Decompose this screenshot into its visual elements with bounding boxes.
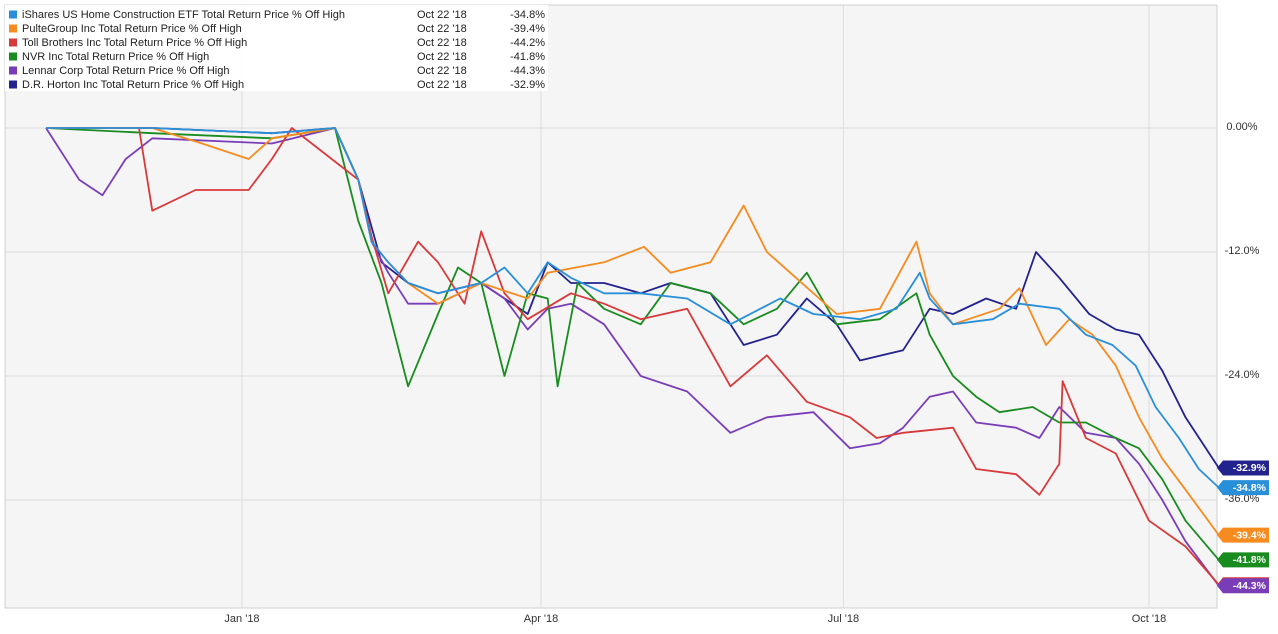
legend-swatch (9, 24, 17, 33)
end-label-tag (1217, 552, 1269, 568)
legend-swatch (9, 38, 17, 47)
legend-value: -34.8% (510, 9, 545, 21)
y-tick-label: 0.00% (1226, 121, 1257, 133)
legend-label: D.R. Horton Inc Total Return Price % Off… (22, 79, 244, 91)
y-tick-label: -24.0% (1225, 369, 1260, 381)
legend-label: PulteGroup Inc Total Return Price % Off … (22, 23, 242, 35)
end-label-value: -41.8% (1233, 554, 1267, 566)
legend-date: Oct 22 '18 (417, 23, 467, 35)
legend-label: iShares US Home Construction ETF Total R… (22, 9, 345, 21)
legend-value: -44.3% (510, 65, 545, 77)
y-axis: 0.00% -12.0% -24.0% -36.0% (1225, 121, 1260, 505)
end-label-tag (1217, 460, 1269, 476)
legend-value: -32.9% (510, 79, 545, 91)
x-axis: Jan '18 Apr '18 Jul '18 Oct '18 (224, 613, 1166, 625)
x-tick-label: Apr '18 (524, 613, 559, 625)
legend-label: NVR Inc Total Return Price % Off High (22, 51, 209, 63)
plot-border (4, 4, 1218, 609)
legend-date: Oct 22 '18 (417, 9, 467, 21)
series-line (45, 127, 1220, 561)
legend: iShares US Home Construction ETF Total R… (5, 5, 548, 91)
legend-date: Oct 22 '18 (417, 65, 467, 77)
grid-layer (5, 5, 1217, 608)
legend-value: -44.2% (510, 37, 545, 49)
x-tick-label: Oct '18 (1132, 613, 1167, 625)
end-labels: -34.8%-39.4%-44.2%-41.8%-44.3%-32.9% (1217, 460, 1269, 594)
end-label-tag (1217, 480, 1269, 496)
legend-swatch (9, 80, 17, 89)
end-label-value: -34.8% (1233, 482, 1267, 494)
end-label-tag (1217, 527, 1269, 543)
legend-label: Lennar Corp Total Return Price % Off Hig… (22, 65, 229, 77)
x-tick-label: Jan '18 (224, 613, 259, 625)
series-line (46, 127, 1220, 586)
series-line (46, 127, 1220, 489)
legend-swatch (9, 52, 17, 61)
end-label-value: -39.4% (1233, 529, 1267, 541)
legend-date: Oct 22 '18 (417, 79, 467, 91)
end-label-tag (1217, 578, 1269, 594)
legend-date: Oct 22 '18 (417, 37, 467, 49)
legend-date: Oct 22 '18 (417, 51, 467, 63)
legend-swatch (9, 66, 17, 75)
legend-swatch (9, 10, 17, 19)
series-line (46, 127, 1220, 469)
end-label-value: -44.3% (1233, 580, 1267, 592)
legend-value: -41.8% (510, 51, 545, 63)
legend-background (5, 5, 548, 91)
series-layer (45, 127, 1220, 587)
y-tick-label: -12.0% (1225, 245, 1260, 257)
x-tick-label: Jul '18 (828, 613, 859, 625)
y-tick-label: -36.0% (1225, 493, 1260, 505)
legend-label: Toll Brothers Inc Total Return Price % O… (22, 37, 247, 49)
legend-value: -39.4% (510, 23, 545, 35)
end-label-value: -32.9% (1233, 462, 1267, 474)
